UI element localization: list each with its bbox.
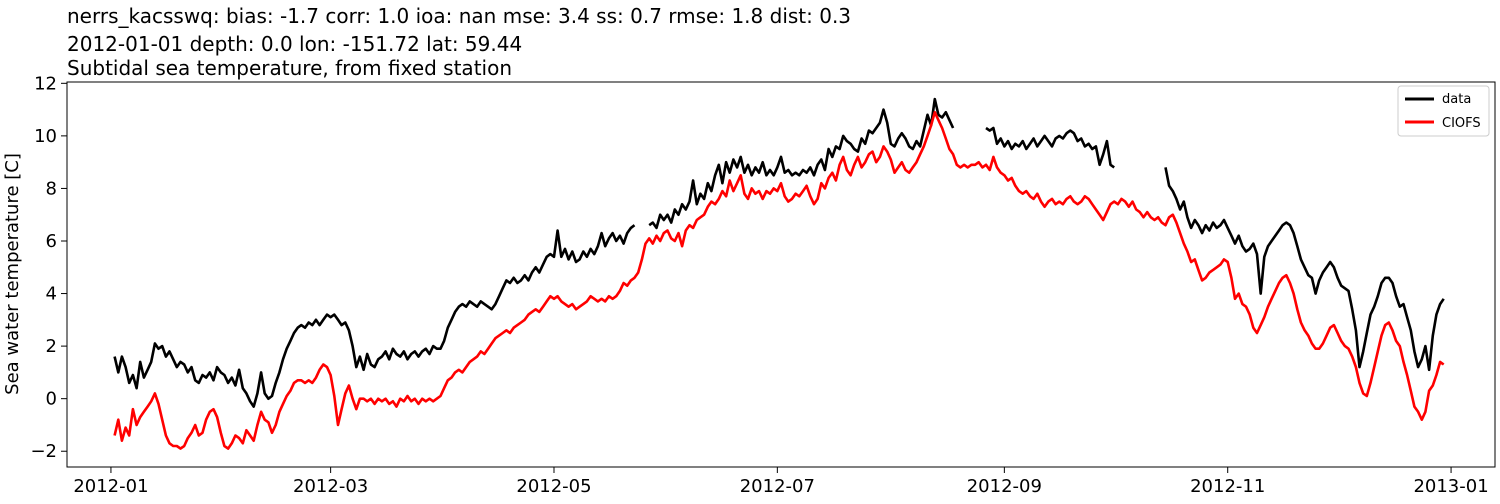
- y-tick-label: 8: [46, 178, 57, 199]
- x-tick-label: 2012-11: [1190, 476, 1265, 497]
- series-line-data-segment-2: [648, 97, 955, 230]
- y-tick-label: 12: [34, 73, 57, 94]
- y-axis: −2 0 2 4 6 8 10 12: [30, 73, 67, 462]
- y-tick-label: 4: [46, 284, 57, 305]
- x-tick-label: 2012-01: [73, 476, 148, 497]
- x-axis: 2012-01 2012-03 2012-05 2012-07 2012-09 2012-…: [73, 467, 1489, 497]
- x-tick-label: 2012-05: [516, 476, 591, 497]
- series-line-data-segment-4: [1164, 167, 1445, 372]
- y-tick-label: 6: [46, 231, 57, 252]
- y-tick-label: −2: [30, 441, 57, 462]
- title-line-location: 2012-01-01 depth: 0.0 lon: -151.72 lat: …: [67, 32, 522, 56]
- title-line-stats: nerrs_kacsswq: bias: -1.7 corr: 1.0 ioa:…: [67, 4, 851, 28]
- legend: data CIOFS: [1397, 85, 1490, 137]
- x-tick-label: 2012-07: [740, 476, 815, 497]
- series-line-ciofs-segment-1: [113, 110, 1445, 450]
- chart-title: nerrs_kacsswq: bias: -1.7 corr: 1.0 ioa:…: [67, 4, 851, 80]
- legend-label-ciofs: CIOFS: [1442, 116, 1481, 131]
- y-axis-label: Sea water temperature [C]: [2, 153, 23, 395]
- y-tick-label: 2: [46, 336, 57, 357]
- x-tick-label: 2012-09: [967, 476, 1042, 497]
- x-tick-label: 2012-03: [293, 476, 368, 497]
- title-line-description: Subtidal sea temperature, from fixed sta…: [67, 56, 512, 80]
- y-tick-label: 0: [46, 389, 57, 410]
- series-line-data-segment-1: [113, 224, 636, 408]
- legend-label-data: data: [1442, 92, 1471, 107]
- series-line-data-segment-3: [985, 126, 1115, 169]
- y-tick-label: 10: [34, 126, 57, 147]
- plot-area-frame: [66, 81, 1496, 468]
- series-lines: [113, 97, 1445, 450]
- x-tick-label: 2013-01: [1413, 476, 1488, 497]
